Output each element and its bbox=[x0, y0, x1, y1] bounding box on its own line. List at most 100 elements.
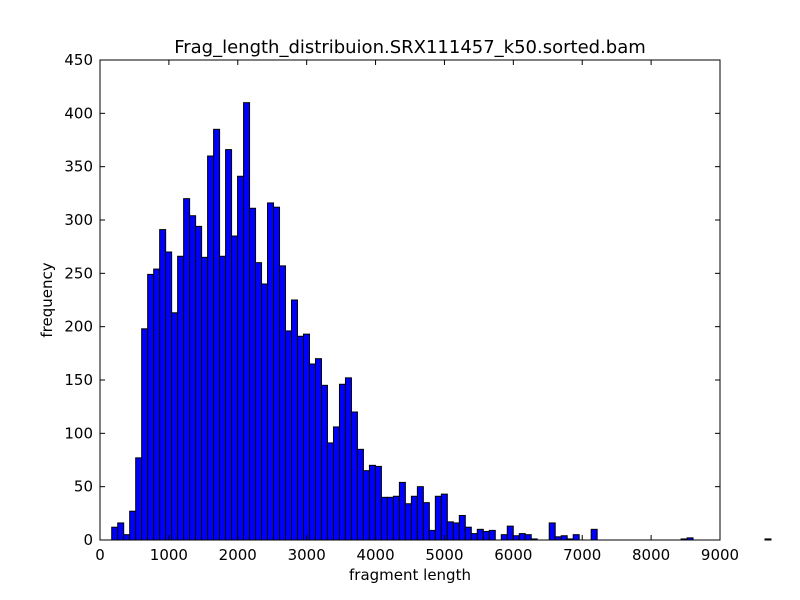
x-axis-title: fragment length bbox=[349, 566, 471, 584]
y-tick-label: 0 bbox=[83, 531, 93, 549]
histogram-bar bbox=[135, 457, 143, 541]
histogram-bar bbox=[302, 333, 310, 541]
histogram-bar bbox=[177, 255, 185, 541]
histogram-bar bbox=[476, 528, 484, 541]
x-tick-label: 2000 bbox=[219, 546, 257, 564]
x-tick-label: 0 bbox=[95, 546, 105, 564]
histogram-bar bbox=[273, 206, 281, 541]
histogram-bar bbox=[422, 502, 430, 541]
histogram-bar bbox=[165, 251, 173, 541]
y-tick-label: 250 bbox=[64, 264, 93, 282]
histogram-bar bbox=[386, 496, 394, 541]
histogram-bar bbox=[416, 486, 424, 541]
histogram-bar bbox=[141, 328, 149, 541]
histogram-bar bbox=[231, 235, 239, 541]
histogram-bar bbox=[404, 503, 412, 541]
histogram-bar bbox=[279, 265, 287, 541]
histogram-bar bbox=[219, 255, 227, 541]
histogram-bar bbox=[314, 358, 322, 541]
histogram-bar bbox=[285, 330, 293, 541]
histogram-bar bbox=[344, 377, 352, 541]
histogram-bar bbox=[338, 383, 346, 541]
y-tick-label: 450 bbox=[64, 51, 93, 69]
histogram-bar bbox=[123, 534, 131, 541]
x-tick-label: 4000 bbox=[356, 546, 394, 564]
histogram-bar bbox=[518, 533, 526, 541]
histogram-bar bbox=[111, 526, 119, 541]
histogram-bar bbox=[171, 312, 179, 541]
histogram-bar bbox=[764, 538, 772, 541]
histogram-bar bbox=[464, 526, 472, 541]
histogram-bar bbox=[225, 149, 233, 541]
histogram-bar bbox=[249, 207, 257, 541]
y-tick-label: 100 bbox=[64, 424, 93, 442]
histogram-bar bbox=[368, 464, 376, 541]
histogram-bar bbox=[488, 529, 496, 541]
histogram-bar bbox=[440, 493, 448, 541]
histogram-bar bbox=[452, 522, 460, 541]
x-tick-label: 3000 bbox=[288, 546, 326, 564]
histogram-bar bbox=[524, 534, 532, 541]
histogram-bar bbox=[434, 495, 442, 541]
histogram-bar bbox=[548, 522, 556, 541]
y-tick-label: 300 bbox=[64, 211, 93, 229]
histogram-bar bbox=[356, 448, 364, 541]
y-tick-label: 50 bbox=[74, 478, 93, 496]
chart-title: Frag_length_distribuion.SRX111457_k50.so… bbox=[174, 37, 646, 58]
histogram-bar bbox=[506, 525, 514, 541]
x-tick-label: 7000 bbox=[563, 546, 601, 564]
histogram-bar bbox=[590, 528, 598, 541]
histogram-bar bbox=[374, 465, 382, 541]
histogram-bar bbox=[446, 521, 454, 541]
histogram-bar bbox=[255, 262, 263, 541]
histogram-bar bbox=[332, 426, 340, 541]
histogram-bar bbox=[189, 215, 197, 541]
histogram-bar bbox=[213, 128, 221, 541]
histogram-bar bbox=[380, 496, 388, 541]
histogram-bar bbox=[207, 155, 215, 541]
histogram-bar bbox=[267, 202, 275, 541]
histogram-bar bbox=[500, 534, 508, 541]
y-tick-label: 400 bbox=[64, 104, 93, 122]
y-tick-label: 350 bbox=[64, 158, 93, 176]
histogram-bar bbox=[458, 514, 466, 541]
y-axis-title: frequency bbox=[38, 262, 56, 337]
x-tick-label: 1000 bbox=[150, 546, 188, 564]
histogram-bar bbox=[428, 529, 436, 541]
histogram-bar bbox=[201, 256, 209, 541]
histogram-bar bbox=[297, 335, 304, 541]
y-tick-label: 200 bbox=[64, 318, 93, 336]
y-tick-label: 150 bbox=[64, 371, 93, 389]
histogram-bar bbox=[470, 533, 478, 541]
histogram-bar bbox=[410, 495, 418, 541]
histogram-bar bbox=[261, 283, 269, 541]
histogram-bar bbox=[147, 273, 155, 541]
histogram-bar bbox=[117, 522, 125, 541]
histogram-bar bbox=[243, 102, 251, 541]
x-tick-label: 8000 bbox=[632, 546, 670, 564]
histogram-bar bbox=[320, 384, 328, 541]
histogram-bar bbox=[392, 495, 400, 541]
histogram-bar bbox=[183, 198, 191, 541]
histogram-bar bbox=[195, 225, 203, 541]
histogram-bar bbox=[572, 534, 580, 541]
histogram-bar bbox=[398, 481, 406, 541]
histogram-bar bbox=[159, 229, 167, 541]
x-tick-label: 6000 bbox=[494, 546, 532, 564]
ticks-group: 0 1000 2000 3000 4000 5000 6000 7000 8000 9000 0 50… bbox=[64, 51, 739, 564]
histogram-bar bbox=[350, 411, 358, 541]
histogram-bar bbox=[326, 442, 334, 541]
histogram-bar bbox=[308, 363, 316, 541]
histogram-bar bbox=[362, 470, 370, 541]
histogram-bar bbox=[153, 268, 161, 541]
histogram-bar bbox=[291, 299, 299, 541]
histogram-bar bbox=[560, 535, 568, 541]
histogram-bar bbox=[512, 535, 520, 541]
x-tick-label: 5000 bbox=[425, 546, 463, 564]
histogram-bar bbox=[129, 510, 137, 541]
plot-frame bbox=[99, 59, 721, 541]
histogram-bar bbox=[237, 175, 245, 541]
histogram-bar bbox=[482, 530, 490, 541]
